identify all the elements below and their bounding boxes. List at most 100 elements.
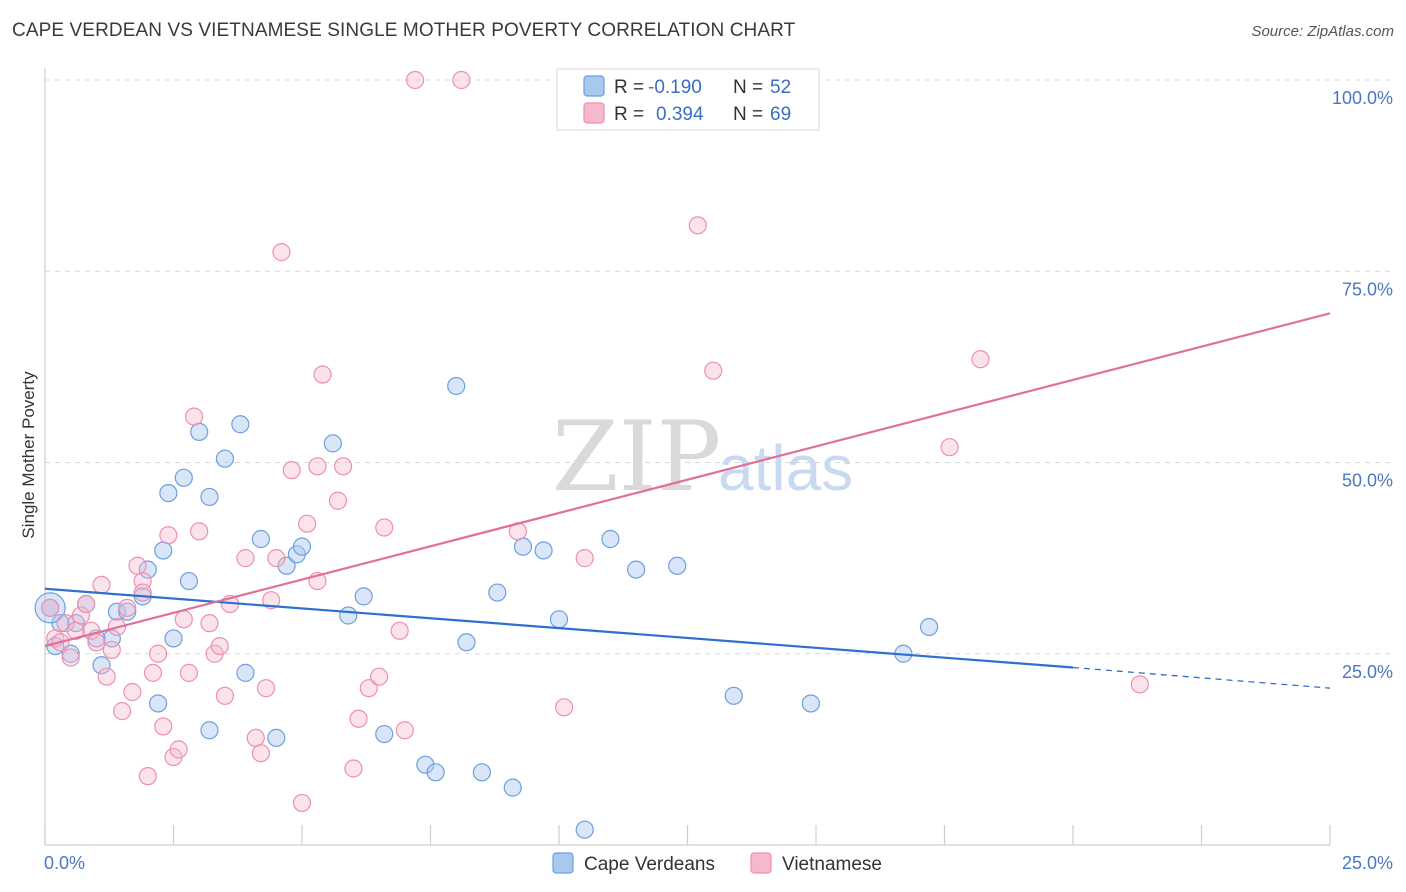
- vietnamese-point-67: [179, 663, 199, 682]
- vietnamese-point-55: [395, 721, 414, 740]
- legend-label-cape-verdeans: Cape Verdeans: [584, 854, 715, 875]
- cape-verdean-point-21: [231, 415, 250, 434]
- vietnamese-point-68: [133, 583, 152, 602]
- source-credit: Source: ZipAtlas.com: [1251, 23, 1394, 40]
- vietnamese-point-9: [87, 633, 106, 652]
- vietnamese-point-21: [148, 644, 168, 663]
- cape-verdean-point-32: [416, 755, 435, 774]
- legend-n-value-2: 69: [770, 104, 791, 125]
- y-tick-label-1: 50.0%: [1342, 471, 1393, 491]
- vietnamese-point-19: [138, 767, 157, 786]
- cape-verdean-point-40: [534, 541, 553, 560]
- vietnamese-point-48: [334, 457, 353, 476]
- vietnamese-point-22: [154, 717, 173, 736]
- vietnamese-point-40: [272, 243, 291, 262]
- vietnamese-point-52: [370, 667, 389, 686]
- vietnamese-point-46: [313, 365, 332, 384]
- vietnamese-point-11: [97, 667, 116, 686]
- vietnamese-point-25: [169, 740, 188, 759]
- vietnamese-point-45: [308, 457, 327, 476]
- cape-verdean-point-30: [354, 587, 373, 606]
- legend-swatch-pink: [583, 102, 605, 124]
- cape-verdean-point-12: [154, 541, 173, 560]
- cape-verdean-point-47: [801, 694, 820, 713]
- cape-verdean-trend-line: [44, 587, 1074, 669]
- vietnamese-point-23: [159, 526, 178, 545]
- legend-r-label-2: R =: [614, 104, 644, 125]
- y-tick-label-2: 75.0%: [1342, 279, 1393, 299]
- legend-r-label-1: R =: [614, 77, 644, 98]
- cape-verdean-point-38: [503, 778, 522, 797]
- cape-verdean-point-45: [668, 556, 687, 575]
- cape-verdean-point-36: [472, 763, 491, 782]
- cape-verdean-point-25: [277, 556, 296, 575]
- x-tick-labels: 0.0% 25.0%: [44, 853, 1393, 873]
- cape-verdean-point-11: [148, 694, 168, 713]
- cape-verdean-point-42: [575, 820, 594, 839]
- vietnamese-point-63: [704, 361, 723, 380]
- cape-verdean-point-23: [251, 529, 270, 549]
- vietnamese-point-53: [375, 518, 394, 537]
- cape-verdean-point-24: [267, 728, 286, 748]
- watermark: ZIP atlas: [552, 401, 853, 513]
- vietnamese-point-12: [102, 640, 121, 660]
- cape-verdean-point-33: [426, 763, 445, 782]
- legend-n-label-2: N =: [733, 104, 763, 125]
- legend-swatch-vietnamese: [750, 852, 772, 874]
- vietnamese-point-16: [123, 682, 142, 702]
- vietnamese-point-59: [555, 698, 574, 717]
- vietnamese-point-4: [61, 648, 80, 667]
- vietnamese-point-66: [1130, 675, 1149, 694]
- axes: [44, 68, 1331, 846]
- chart-title: CAPE VERDEAN VS VIETNAMESE SINGLE MOTHER…: [12, 20, 796, 41]
- cape-verdean-point-35: [457, 633, 476, 652]
- legend-swatch-blue: [583, 75, 605, 97]
- cape-verdean-point-20: [215, 449, 234, 468]
- vietnamese-point-27: [184, 407, 204, 426]
- vietnamese-point-56: [405, 70, 425, 90]
- x-tick-label-1: 25.0%: [1342, 853, 1393, 873]
- vietnamese-point-32: [215, 686, 234, 705]
- y-tick-label-3: 100.0%: [1332, 88, 1393, 108]
- y-axis-label: Single Mother Poverty: [19, 371, 38, 539]
- trend-lines: [44, 312, 1331, 689]
- vietnamese-point-3: [56, 614, 75, 633]
- cape-verdean-point-16: [179, 571, 199, 591]
- vietnamese-point-28: [190, 522, 209, 541]
- vietnamese-point-29: [200, 614, 219, 633]
- stats-legend: R = -0.190 N = 52 R = 0.394 N = 69: [556, 68, 820, 131]
- cape-verdean-point-29: [339, 606, 358, 625]
- cape-verdean-point-7: [107, 602, 127, 621]
- watermark-zip: ZIP: [552, 401, 721, 513]
- vietnamese-point-20: [143, 663, 163, 682]
- watermark-atlas: atlas: [718, 432, 853, 504]
- legend-n-value-1: 52: [770, 77, 791, 98]
- cape-verdean-point-34: [447, 376, 466, 396]
- vietnamese-trend-line: [44, 312, 1331, 648]
- vietnamese-point-57: [452, 70, 471, 90]
- cape-verdean-point-13: [159, 484, 178, 503]
- vietnamese-point-62: [688, 216, 707, 235]
- cape-verdean-point-31: [375, 724, 394, 744]
- cape-verdean-point-41: [549, 610, 569, 629]
- series-cape-verdeans: [34, 376, 939, 839]
- cape-verdean-point-46: [724, 686, 743, 705]
- cape-verdean-point-49: [919, 617, 939, 637]
- vietnamese-point-17: [128, 556, 147, 575]
- cape-verdean-point-44: [626, 560, 646, 579]
- vietnamese-point-60: [575, 549, 594, 568]
- vietnamese-point-39: [267, 549, 286, 568]
- cape-verdean-point-28: [323, 434, 342, 453]
- vietnamese-point-41: [282, 461, 301, 480]
- cape-verdean-point-39: [513, 537, 533, 556]
- legend-n-label-1: N =: [733, 77, 763, 98]
- series-legend: Cape Verdeans Vietnamese: [552, 852, 882, 875]
- vietnamese-point-65: [971, 350, 990, 369]
- vietnamese-point-0: [41, 598, 60, 617]
- cape-verdean-point-8: [118, 602, 137, 621]
- cape-verdean-trend-extension: [1072, 666, 1331, 689]
- vietnamese-point-36: [251, 744, 270, 763]
- vietnamese-point-42: [292, 793, 312, 813]
- cape-verdean-point-18: [200, 487, 219, 507]
